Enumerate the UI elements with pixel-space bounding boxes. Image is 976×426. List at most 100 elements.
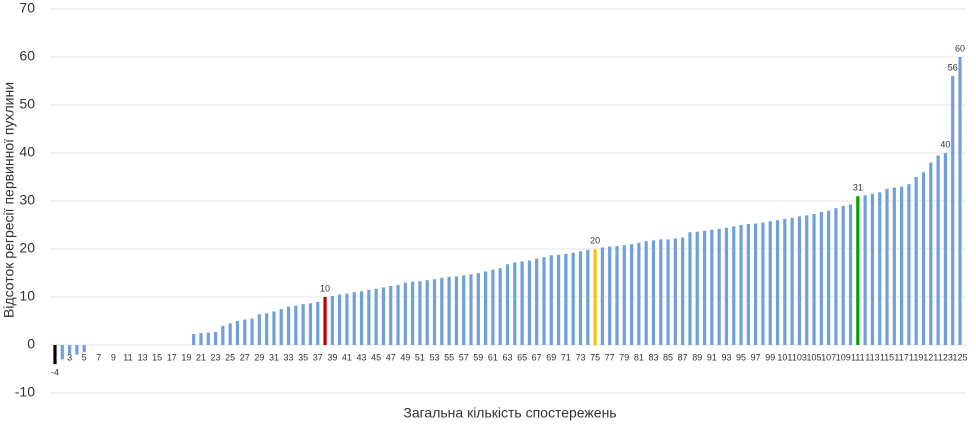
bar <box>681 237 685 345</box>
x-tick-label: 13 <box>138 352 148 362</box>
x-tick-label: 81 <box>634 352 644 362</box>
x-tick-label: 109 <box>836 352 851 362</box>
x-tick-label: 31 <box>269 352 279 362</box>
bar <box>265 313 269 345</box>
bar <box>819 212 823 345</box>
bar <box>308 303 313 345</box>
x-tick-label: 123 <box>938 352 953 362</box>
x-tick-label: 115 <box>880 352 894 362</box>
x-tick-label: 3 <box>67 352 72 362</box>
bar <box>316 301 320 345</box>
x-tick-label: 75 <box>590 352 600 362</box>
bar <box>578 251 583 345</box>
bar <box>608 246 612 345</box>
x-tick-label: 5 <box>82 352 87 362</box>
x-tick-label: 23 <box>211 352 221 362</box>
bar <box>199 333 203 345</box>
bar <box>812 213 816 345</box>
bar <box>951 76 955 345</box>
x-tick-label: 19 <box>181 352 191 362</box>
bar <box>739 225 743 345</box>
bar <box>732 226 736 345</box>
bar <box>505 264 510 345</box>
data-label: 31 <box>853 183 863 193</box>
x-tick-label: 113 <box>865 352 879 362</box>
bar <box>323 297 327 345</box>
bar <box>856 196 860 345</box>
bar <box>396 285 400 345</box>
y-tick-label: 70 <box>19 0 35 16</box>
bar <box>272 311 276 345</box>
data-label: 60 <box>955 43 965 53</box>
bar <box>958 57 962 345</box>
x-tick-label: 69 <box>546 352 556 362</box>
x-tick-label: 41 <box>342 352 352 362</box>
bar <box>60 345 64 360</box>
bar <box>228 323 232 345</box>
bar <box>914 177 918 345</box>
x-tick-label: 119 <box>909 352 923 362</box>
x-tick-label: 37 <box>313 352 323 362</box>
bar <box>440 277 444 345</box>
bar <box>469 274 473 345</box>
x-tick-label: 9 <box>111 352 116 362</box>
bar <box>615 246 619 345</box>
x-tick-label: 67 <box>532 352 542 362</box>
bar <box>250 318 254 345</box>
bar <box>257 314 261 345</box>
bar <box>53 345 57 365</box>
bar <box>213 332 218 345</box>
bar <box>206 332 210 345</box>
x-tick-label: 89 <box>692 352 702 362</box>
bar <box>702 230 707 345</box>
bar <box>454 276 459 345</box>
x-tick-label: 91 <box>707 352 717 362</box>
x-tick-label: 125 <box>952 352 967 362</box>
bar <box>878 192 882 345</box>
x-tick-label: 11 <box>123 352 132 362</box>
x-tick-label: 85 <box>663 352 673 362</box>
data-label: 10 <box>320 283 330 293</box>
x-tick-label: 55 <box>444 352 454 362</box>
bar <box>841 205 845 345</box>
bar <box>286 306 291 345</box>
bar <box>651 240 656 345</box>
bar <box>498 268 502 345</box>
bar <box>476 273 480 345</box>
data-label: 20 <box>590 235 600 245</box>
bar <box>936 155 940 345</box>
bar <box>688 232 692 345</box>
x-tick-label: 33 <box>284 352 294 362</box>
bar <box>834 208 838 345</box>
bar <box>921 172 926 345</box>
data-label: 56 <box>948 63 958 73</box>
bar <box>783 218 787 345</box>
x-tick-label: 103 <box>792 352 807 362</box>
bar <box>900 186 904 345</box>
x-tick-label: 101 <box>777 352 792 362</box>
y-tick-label: 40 <box>19 144 35 160</box>
bar <box>622 245 626 345</box>
bar <box>338 294 342 345</box>
bar <box>892 187 896 345</box>
bar <box>374 288 378 345</box>
bar <box>381 287 386 345</box>
x-tick-label: 29 <box>254 352 264 362</box>
bar <box>411 281 415 345</box>
x-tick-label: 83 <box>648 352 658 362</box>
x-tick-label: 105 <box>807 352 822 362</box>
bar <box>221 325 225 345</box>
bar <box>549 255 553 345</box>
x-tick-label: 25 <box>225 352 235 362</box>
y-tick-label: 10 <box>19 288 35 304</box>
bar <box>885 189 889 345</box>
bar <box>425 280 429 345</box>
x-tick-label: 35 <box>298 352 308 362</box>
x-tick-label: 107 <box>821 352 836 362</box>
bar <box>484 271 488 345</box>
bar <box>929 162 933 345</box>
x-tick-label: 45 <box>371 352 381 362</box>
bar <box>82 345 86 353</box>
bar <box>352 292 356 345</box>
x-tick-label: 77 <box>605 352 615 362</box>
